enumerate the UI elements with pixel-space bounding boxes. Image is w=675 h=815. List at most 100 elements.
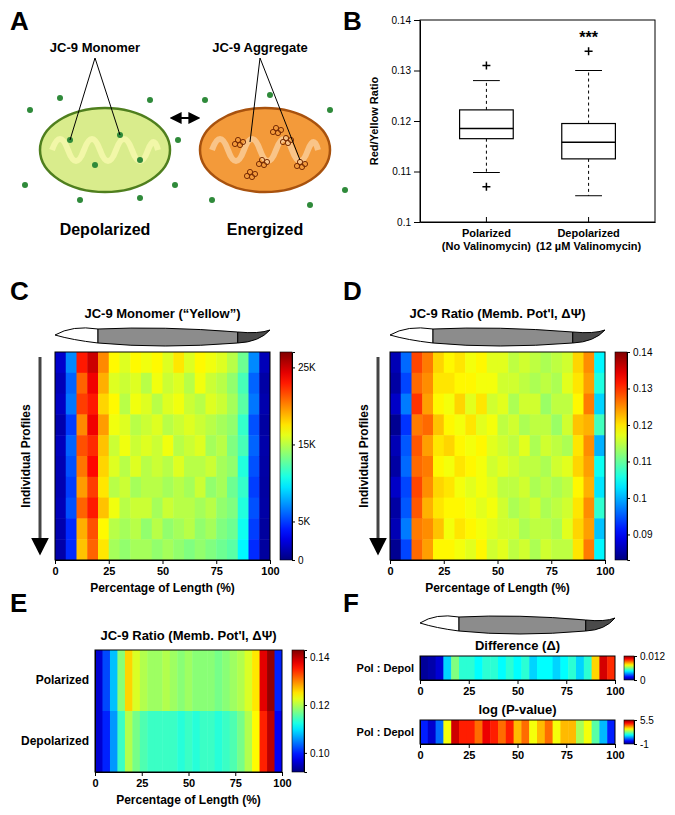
heat-cell	[508, 352, 519, 373]
x-tick-mark	[270, 560, 271, 564]
colorbar-tick-label: 25K	[298, 362, 316, 373]
heat-cell	[184, 373, 195, 394]
x-tick: 100	[261, 560, 279, 577]
heat-cell	[173, 477, 184, 498]
heat-cell	[422, 518, 433, 539]
heat-cell	[584, 456, 595, 477]
x-tick-mark	[55, 560, 56, 564]
heat-cell	[541, 435, 552, 456]
heat-cell	[227, 518, 238, 539]
heat-cell	[476, 456, 487, 477]
heat-cell	[412, 414, 423, 435]
heat-cell	[55, 539, 66, 560]
heat-cell	[498, 656, 506, 680]
heat-cell	[476, 498, 487, 519]
heat-cell	[117, 711, 125, 772]
x-tick-label: 100	[273, 777, 291, 789]
heat-cell	[77, 456, 88, 477]
heat-cell	[77, 477, 88, 498]
heat-cell	[487, 456, 498, 477]
heat-cell	[238, 394, 249, 415]
colorbar-tick-mark	[304, 657, 307, 658]
heat-cell	[259, 435, 270, 456]
y-axis-title: Red/Yellow Ratio	[368, 76, 380, 165]
heat-cell	[77, 352, 88, 373]
heat-cell	[120, 539, 131, 560]
heat-cell	[259, 414, 270, 435]
colorbar-tick-mark	[292, 521, 295, 522]
heat-cell	[422, 477, 433, 498]
median	[460, 128, 514, 130]
heat-cell	[77, 373, 88, 394]
x-tick: 75	[561, 744, 573, 761]
cells	[55, 352, 270, 560]
leader-line	[70, 58, 95, 140]
heat-cell	[482, 656, 490, 680]
heat-cell	[132, 711, 140, 772]
heat-cell	[422, 373, 433, 394]
heat-cell	[573, 518, 584, 539]
heat-cell	[95, 711, 103, 772]
heat-cell	[77, 394, 88, 415]
heat-cell	[573, 394, 584, 415]
heat-cell	[444, 373, 455, 394]
colorbar-tick-mark	[634, 720, 637, 721]
y-axis-line	[420, 21, 421, 223]
heat-cell	[87, 539, 98, 560]
plot-frame	[55, 352, 270, 560]
heat-cell	[401, 477, 412, 498]
heat-cell	[200, 711, 208, 772]
heat-cell	[66, 394, 77, 415]
heat-cell	[87, 352, 98, 373]
colorbar-axis: 0.100.120.14	[304, 651, 330, 773]
x-tick-mark	[444, 560, 445, 564]
title: Difference (Δ)	[475, 638, 560, 653]
heat-cell	[184, 539, 195, 560]
colorbar-tick: 0.012	[634, 651, 665, 662]
x-axis: 0255075100	[387, 560, 614, 577]
heat-cell	[487, 477, 498, 498]
heat-cell	[451, 656, 459, 680]
x-tick-label: 50	[157, 565, 169, 577]
heat-cell	[530, 373, 541, 394]
heat-cell	[599, 656, 607, 680]
heat-cell	[422, 539, 433, 560]
heat-cell	[173, 498, 184, 519]
heat-cell	[102, 650, 110, 712]
heat-cell	[222, 650, 230, 712]
heat-cell	[267, 711, 275, 772]
heat-cell	[553, 720, 561, 744]
title: log (P-value)	[478, 702, 556, 717]
heat-cell	[184, 394, 195, 415]
heat-cell	[551, 456, 562, 477]
heat-cell	[476, 435, 487, 456]
heat-cell	[66, 456, 77, 477]
heat-cell	[551, 498, 562, 519]
heat-cell	[573, 477, 584, 498]
colorbar-tick: 25K	[292, 362, 316, 373]
heat-cell	[130, 477, 141, 498]
colorbar-tick-label: 0.13	[633, 383, 653, 394]
colorbar-tick: 5K	[292, 516, 311, 527]
x-axis-title: Percentage of Length (%)	[116, 793, 261, 807]
colorbar-tick-label: 5K	[298, 516, 311, 527]
heat-cell	[206, 414, 217, 435]
heat-cell	[238, 352, 249, 373]
heat-cell	[562, 498, 573, 519]
label: JC-9 Aggregate	[212, 40, 308, 55]
aggregate	[280, 139, 285, 144]
colorbar-tick-label: 0.12	[633, 420, 653, 431]
heat-cell	[506, 656, 514, 680]
heat-cell	[77, 518, 88, 539]
heat-cell	[237, 711, 245, 772]
heat-cell	[455, 373, 466, 394]
x-tick-label: 75	[561, 685, 573, 697]
heat-cell	[551, 477, 562, 498]
heat-cell	[55, 394, 66, 415]
heat-cell	[230, 650, 238, 712]
heat-cell	[401, 518, 412, 539]
heat-cell	[249, 477, 260, 498]
heat-cell	[390, 373, 401, 394]
heat-cell	[412, 456, 423, 477]
x-tick: 25	[103, 560, 115, 577]
